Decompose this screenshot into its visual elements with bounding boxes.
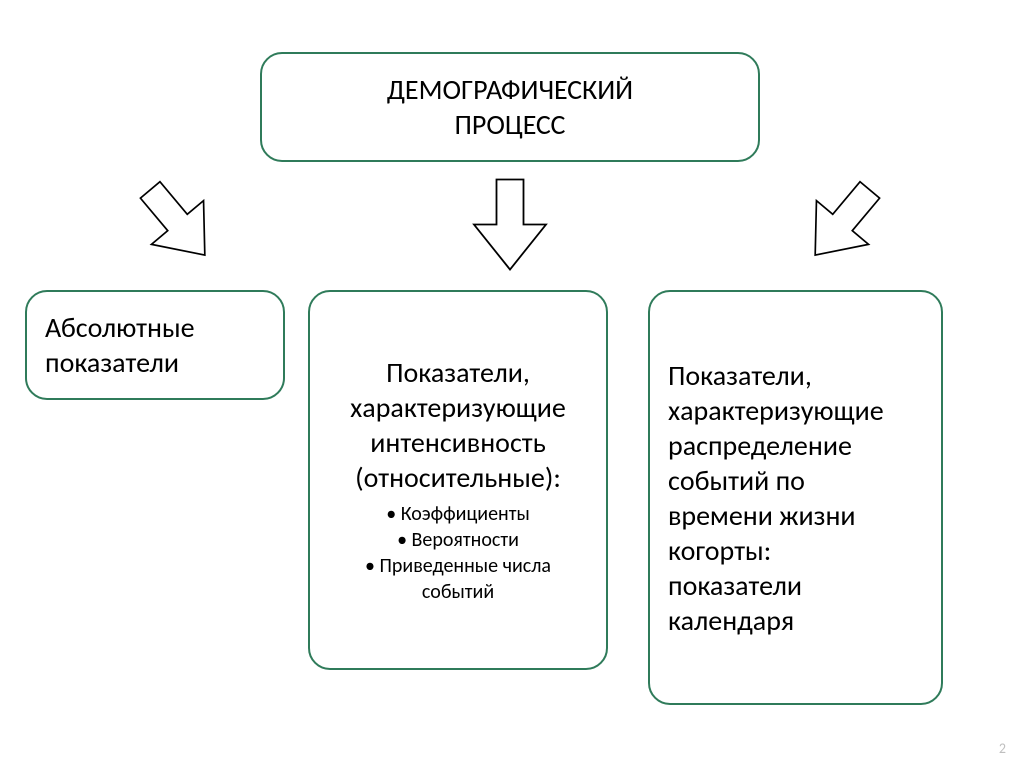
- node-title-line: событий по: [668, 463, 923, 498]
- node-title-line: Показатели,: [668, 358, 923, 393]
- node-title-line: показатели: [45, 345, 265, 380]
- child-node-absolute: Абсолютныепоказатели: [25, 290, 285, 400]
- top-node: ДЕМОГРАФИЧЕСКИЙ ПРОЦЕСС: [260, 52, 760, 162]
- block-arrow-icon: [779, 159, 905, 286]
- node-title-line: характеризующие: [668, 393, 923, 428]
- arrow-center: [465, 172, 555, 277]
- node-title-line: Показатели,: [328, 355, 588, 390]
- node-title-line: интенсивность: [328, 425, 588, 460]
- top-title-line2: ПРОЦЕСС: [292, 107, 728, 142]
- block-arrow-icon: [114, 159, 240, 286]
- node-title-line: (относительные):: [328, 460, 588, 495]
- node-bullet-item: Приведенные числа событий: [328, 553, 588, 605]
- node-bullet-item: Вероятности: [328, 527, 588, 553]
- node-bullet-item: Коэффициенты: [328, 501, 588, 527]
- node-title-line: распределение: [668, 428, 923, 463]
- node-title-line: календаря: [668, 603, 923, 638]
- block-arrow-icon: [465, 172, 555, 277]
- node-title-line: характеризующие: [328, 390, 588, 425]
- node-title-line: времени жизни: [668, 498, 923, 533]
- node-title-line: когорты:: [668, 533, 923, 568]
- child-node-calendar: Показатели,характеризующиераспределениес…: [648, 290, 943, 705]
- node-bullet-list: КоэффициентыВероятностиПриведенные числа…: [328, 501, 588, 605]
- child-node-intensity: Показатели,характеризующиеинтенсивность(…: [308, 290, 608, 670]
- arrow-left: [114, 159, 240, 286]
- node-title-line: Абсолютные: [45, 310, 265, 345]
- page-number: 2: [999, 740, 1006, 757]
- arrow-right: [779, 159, 905, 286]
- node-title-line: показатели: [668, 568, 923, 603]
- top-title-line1: ДЕМОГРАФИЧЕСКИЙ: [292, 72, 728, 107]
